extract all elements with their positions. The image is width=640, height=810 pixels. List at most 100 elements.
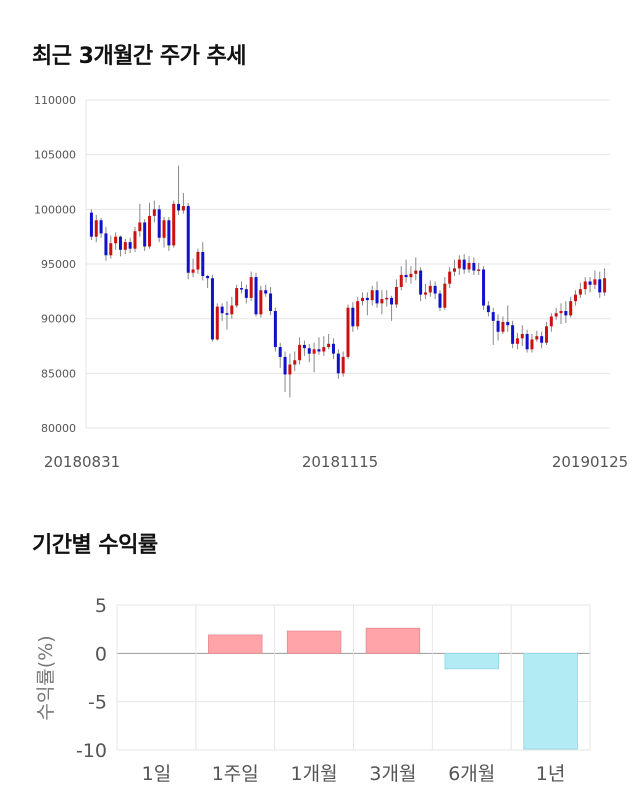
candle-body <box>249 277 253 298</box>
candle-body <box>283 356 287 375</box>
candle-body <box>181 206 185 211</box>
candle-body <box>244 289 248 298</box>
candle-body <box>264 290 268 294</box>
candle-body <box>210 278 214 340</box>
candle-body <box>152 209 156 216</box>
candle-body <box>128 242 132 249</box>
candle-body <box>94 220 98 237</box>
candle-body <box>143 222 147 247</box>
candle-body <box>525 333 529 350</box>
candle-body <box>162 220 166 238</box>
candle-body <box>201 251 205 277</box>
candle-body <box>433 285 437 294</box>
y-tick-label: 100000 <box>34 203 76 216</box>
candle-body <box>220 306 224 314</box>
x-tick-label: 20190125 <box>552 453 628 471</box>
candle-body <box>157 209 161 238</box>
candle-body <box>312 349 316 354</box>
candle-body <box>554 313 558 317</box>
y-tick-label: 0 <box>95 643 107 665</box>
candle-body <box>230 305 234 315</box>
candle-body <box>322 347 326 352</box>
candle-body <box>89 212 93 237</box>
candle-body <box>603 278 607 293</box>
candle-body <box>196 251 200 270</box>
candle-body <box>307 348 311 354</box>
y-tick-label: 5 <box>95 595 107 617</box>
candle-body <box>99 220 103 234</box>
candle-body <box>578 289 582 295</box>
candle-body <box>535 336 539 340</box>
candle-body <box>225 313 229 315</box>
candle-body <box>118 236 122 250</box>
candle-body <box>423 292 427 295</box>
candle-body <box>564 311 568 316</box>
candle-body <box>496 320 500 332</box>
y-tick-label: -5 <box>88 692 107 714</box>
return-bar <box>444 652 499 670</box>
candle-body <box>370 290 374 301</box>
candle-body <box>191 269 195 273</box>
candle-body <box>520 333 524 339</box>
candle-body <box>351 307 355 327</box>
candle-body <box>317 349 321 352</box>
y-axis-label: 수익률(%) <box>35 635 57 720</box>
candle-body <box>501 321 505 332</box>
candle-body <box>288 364 292 375</box>
candle-body <box>177 203 181 211</box>
price-trend-title: 최근 3개월간 주가 추세 <box>32 44 246 69</box>
y-tick-label: 95000 <box>41 258 76 271</box>
candle-body <box>172 203 176 246</box>
candle-body <box>404 274 408 278</box>
candle-body <box>593 279 597 285</box>
candle-body <box>477 269 481 271</box>
y-tick-label: 90000 <box>41 313 76 326</box>
candle-body <box>472 262 476 271</box>
candle-body <box>443 283 447 308</box>
x-tick-label: 3개월 <box>369 763 416 785</box>
candle-body <box>409 273 413 278</box>
return-bar <box>523 652 578 750</box>
candle-body <box>302 344 306 349</box>
candle-body <box>462 259 466 270</box>
candle-body <box>482 269 486 306</box>
candle-body <box>457 259 461 269</box>
candle-body <box>515 338 519 344</box>
candle-body <box>293 360 297 365</box>
candle-body <box>114 236 118 244</box>
candle-body <box>588 281 592 285</box>
return-bar <box>365 627 421 654</box>
y-tick-label: 105000 <box>34 149 76 162</box>
candle-body <box>133 231 137 249</box>
candle-body <box>380 298 384 304</box>
return-bar <box>286 630 342 654</box>
x-tick-label: 20181115 <box>302 453 378 471</box>
candle-body <box>365 297 369 301</box>
candle-body <box>215 306 219 340</box>
candle-body <box>530 339 534 350</box>
y-tick-label: 85000 <box>41 367 76 380</box>
candle-body <box>453 268 457 272</box>
candle-body <box>254 277 258 315</box>
x-tick-label: 20180831 <box>44 453 120 471</box>
y-tick-label: 110000 <box>34 94 76 107</box>
candle-body <box>414 270 418 274</box>
candle-body <box>375 290 379 304</box>
candle-body <box>467 262 471 270</box>
candle-body <box>206 276 210 279</box>
return-bar <box>208 634 263 654</box>
candle-body <box>148 215 152 247</box>
candle-body <box>361 297 365 302</box>
candle-body <box>549 316 553 327</box>
candle-body <box>273 311 277 348</box>
candle-body <box>448 271 452 284</box>
x-tick-label: 1일 <box>142 763 172 785</box>
candle-body <box>574 294 578 302</box>
candle-body <box>356 301 360 327</box>
candle-body <box>331 343 335 354</box>
returns-title: 기간별 수익률 <box>32 533 158 558</box>
candle-body <box>123 242 127 250</box>
x-tick-label: 6개월 <box>448 763 495 785</box>
candle-body <box>259 290 263 315</box>
